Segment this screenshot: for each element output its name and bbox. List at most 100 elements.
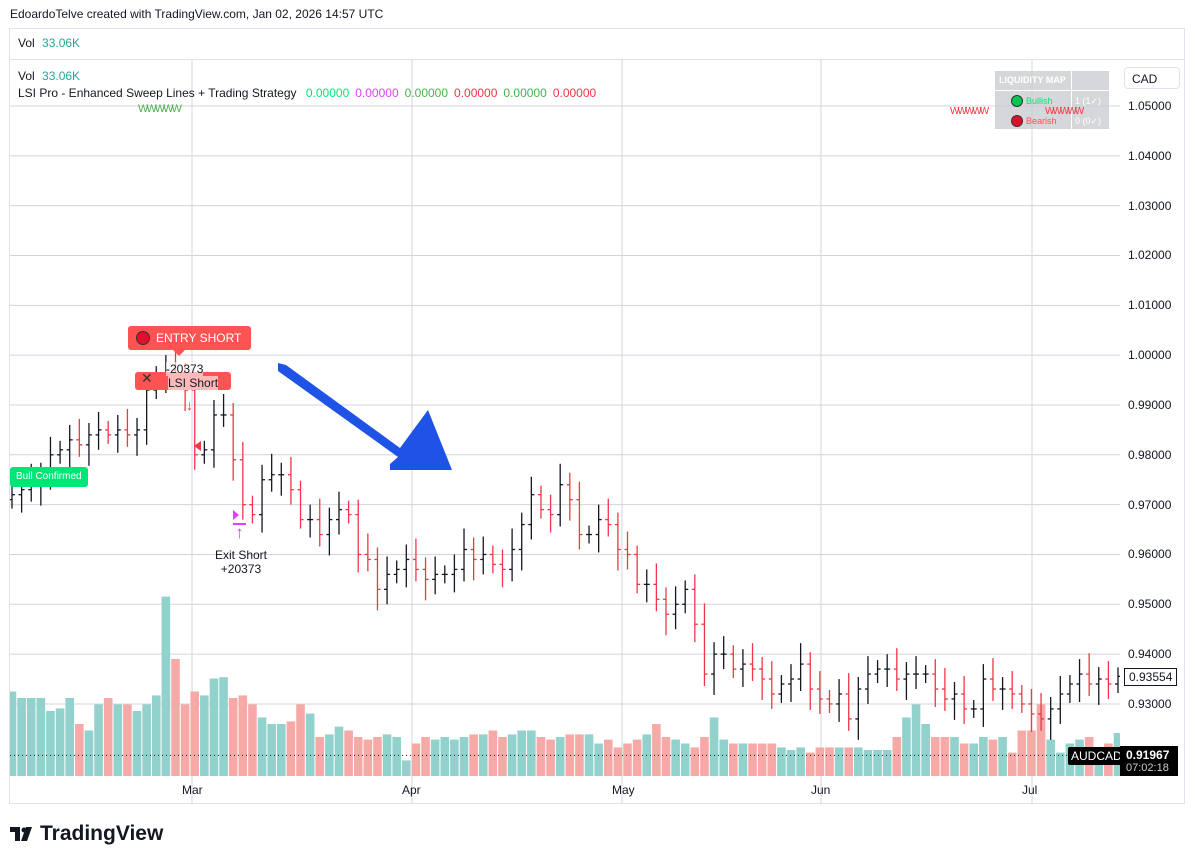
- volume-bar: [161, 596, 171, 776]
- volume-bar: [65, 698, 75, 776]
- volume-bar: [834, 747, 844, 776]
- volume-bar: [892, 737, 902, 776]
- volume-bar: [882, 750, 892, 776]
- vol-legend-main[interactable]: Vol 33.06K: [18, 69, 80, 83]
- volume-bar: [430, 739, 440, 776]
- price-tick-label: 1.03000: [1128, 198, 1172, 213]
- volume-bar: [478, 734, 488, 776]
- ohlc-bar: [576, 481, 583, 550]
- sweep-zigzag-bear: WWWWW: [950, 106, 989, 117]
- current-price: 0.91967: [1126, 748, 1170, 762]
- volume-bar: [469, 734, 478, 776]
- volume-bar: [623, 743, 632, 776]
- volume-bar: [729, 743, 738, 776]
- ohlc-bar: [720, 636, 727, 670]
- price-tick-label: 1.04000: [1128, 148, 1172, 163]
- ohlc-bar: [384, 556, 391, 605]
- currency-button[interactable]: CAD: [1124, 67, 1180, 89]
- volume-legend[interactable]: Vol 33.06K: [18, 36, 80, 50]
- tradingview-logo[interactable]: TradingView: [10, 822, 163, 846]
- ohlc-bar: [124, 408, 131, 447]
- volume-bar: [786, 750, 796, 776]
- ohlc-bar: [470, 537, 477, 581]
- ohlc-bar: [316, 498, 323, 547]
- ohlc-bar: [76, 418, 83, 457]
- volume-bar: [305, 713, 315, 776]
- price-tick-label: 0.94000: [1128, 647, 1172, 662]
- price-tick-label: 1.05000: [1128, 99, 1172, 113]
- vol-value: 33.06K: [42, 69, 81, 83]
- volume-bar: [440, 737, 450, 776]
- indicator-legend[interactable]: LSI Pro - Enhanced Sweep Lines + Trading…: [18, 86, 596, 100]
- ohlc-bar: [893, 648, 900, 692]
- volume-bar: [979, 737, 988, 776]
- vol-label: Vol: [18, 69, 35, 83]
- volume-bar: [36, 698, 46, 776]
- bearish-dot-icon: [1011, 115, 1023, 127]
- price-tick-label: 1.00000: [1128, 348, 1172, 363]
- liquidity-row-bearish: Bearish: [1011, 115, 1057, 127]
- ohlc-bar: [826, 690, 833, 713]
- volume-bar: [507, 734, 517, 776]
- volume-bar: [844, 747, 854, 776]
- ohlc-bar: [1057, 676, 1064, 724]
- price-chart[interactable]: [10, 60, 1120, 804]
- ohlc-bar: [518, 512, 525, 571]
- ohlc-bar: [1076, 659, 1083, 702]
- drawn-arrow-icon: [278, 363, 452, 470]
- volume-bar: [700, 737, 709, 776]
- ohlc-bar: [278, 462, 285, 496]
- volume-bar: [209, 678, 219, 776]
- entry-short-label[interactable]: ENTRY SHORT: [128, 326, 252, 350]
- volume-bar: [190, 691, 200, 776]
- ohlc-bar: [816, 671, 823, 714]
- bull-confirmed-label: Bull Confirmed: [10, 467, 88, 487]
- ohlc-bar: [66, 424, 73, 468]
- price-tick-label: 0.97000: [1128, 497, 1172, 512]
- ohlc-bar: [903, 662, 910, 700]
- ohlc-bar: [634, 545, 641, 594]
- volume-bar: [709, 717, 719, 776]
- volume-bar: [55, 708, 65, 776]
- ohlc-bar: [422, 557, 429, 601]
- volume-bar: [921, 724, 930, 776]
- volume-pane-header: Vol 33.06K: [10, 29, 1184, 60]
- ohlc-bar: [1047, 696, 1054, 740]
- volume-bar: [344, 730, 353, 776]
- volume-bar: [1007, 752, 1017, 776]
- volume-bar: [373, 737, 382, 776]
- volume-bar: [257, 717, 267, 776]
- ohlc-bar: [537, 485, 544, 519]
- indicator-name: LSI Pro - Enhanced Sweep Lines + Trading…: [18, 86, 297, 100]
- indicator-values: 0.00000 0.00000 0.00000 0.00000 0.00000 0.000…: [300, 86, 596, 100]
- lsi-short-label: LSI Short: [168, 376, 219, 390]
- indicator-value: 0.00000: [503, 86, 547, 100]
- volume-bar: [334, 726, 344, 776]
- ohlc-bar: [220, 394, 227, 427]
- volume-bar: [565, 734, 575, 776]
- volume-bar: [450, 739, 459, 776]
- bullish-label: Bullish: [1026, 96, 1053, 106]
- volume-bar: [459, 737, 469, 776]
- ohlc-bar: [759, 657, 766, 700]
- ohlc-bar: [1018, 685, 1025, 713]
- volume-bar: [248, 704, 257, 776]
- ohlc-bar: [951, 682, 958, 720]
- ohlc-bar: [961, 676, 968, 724]
- indicator-value: 0.00000: [355, 86, 399, 100]
- ohlc-bar: [836, 679, 843, 722]
- volume-bar: [94, 704, 103, 776]
- volume-bar: [603, 739, 613, 776]
- chart-credit: EdoardoTelve created with TradingView.co…: [10, 7, 384, 21]
- ohlc-bar: [605, 498, 612, 537]
- volume-bar: [998, 737, 1007, 776]
- volume-bar: [536, 737, 546, 776]
- volume-bar: [767, 743, 777, 776]
- ohlc-bar: [730, 645, 737, 679]
- ohlc-bar: [451, 554, 458, 593]
- ohlc-bar: [788, 664, 795, 702]
- ohlc-bar: [355, 499, 362, 573]
- bar-countdown: 07:02:18: [1126, 762, 1169, 774]
- indicator-value: 0.00000: [404, 86, 449, 100]
- ohlc-bar: [874, 660, 881, 684]
